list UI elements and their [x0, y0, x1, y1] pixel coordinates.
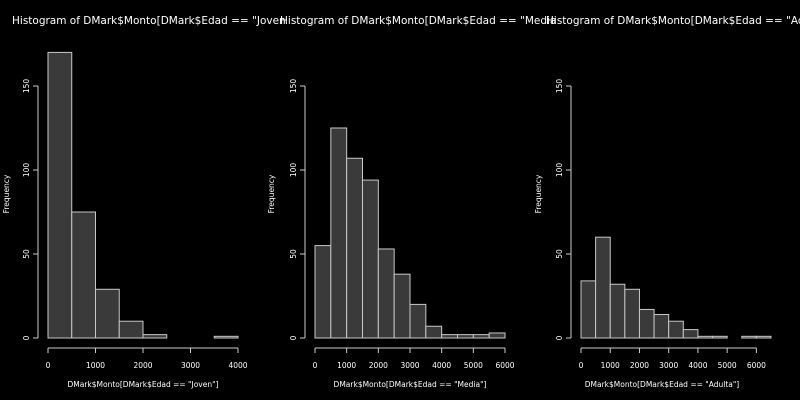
histogram-bar	[580, 280, 597, 339]
y-tick-label: 100	[555, 163, 564, 178]
histogram-bar	[741, 335, 757, 339]
histogram-bar	[441, 334, 458, 339]
x-tick-label: 3000	[181, 361, 200, 370]
histogram-bar	[393, 273, 411, 339]
y-tick-label: 150	[22, 79, 31, 94]
axes-group: 0 50 100 150 0 1000 2000 3000 4000 5000 6000	[289, 79, 515, 370]
bar-group	[580, 236, 772, 339]
histogram-bar	[488, 332, 506, 339]
histogram-bar	[609, 283, 626, 339]
x-tick-label: 5000	[464, 361, 483, 370]
y-tick-label: 50	[289, 249, 298, 259]
bar-group	[47, 51, 239, 339]
y-tick-label: 0	[555, 335, 564, 340]
x-tick-label: 6000	[747, 361, 766, 370]
y-tick-label: 150	[289, 79, 298, 94]
y-tick-label: 0	[289, 335, 298, 340]
axes-group: 0 50 100 150 0 1000 2000 3000 4000 5000 6000	[555, 79, 766, 370]
y-axis-label: Frequency	[534, 174, 543, 213]
x-tick-label: 5000	[718, 361, 737, 370]
histogram-bar	[755, 335, 772, 339]
x-tick-label: 1000	[337, 361, 356, 370]
x-tick-label: 2000	[369, 361, 388, 370]
y-axis-label: Frequency	[2, 174, 11, 213]
x-tick-label: 6000	[495, 361, 514, 370]
x-tick-label: 1000	[601, 361, 620, 370]
histogram-bar	[624, 288, 640, 339]
histogram-panel-joven: Histogram of DMark$Monto[DMark$Edad == "…	[2, 15, 286, 389]
histogram-bar	[314, 245, 332, 339]
x-axis-label: DMark$Monto[DMark$Edad == "Joven"]	[68, 380, 219, 389]
chart-title: Histogram of DMark$Monto[DMark$Edad == "…	[546, 15, 800, 27]
y-axis-label: Frequency	[267, 174, 276, 213]
x-tick-label: 4000	[228, 361, 247, 370]
x-tick-label: 4000	[432, 361, 451, 370]
x-tick-label: 3000	[659, 361, 678, 370]
x-tick-label: 0	[46, 361, 51, 370]
y-tick-label: 50	[555, 249, 564, 259]
y-tick-label: 50	[22, 249, 31, 259]
histogram-bar	[682, 329, 699, 339]
x-tick-label: 0	[579, 361, 584, 370]
x-tick-label: 3000	[400, 361, 419, 370]
histogram-bar	[595, 236, 611, 339]
histogram-bar	[330, 127, 348, 339]
histogram-bar	[638, 308, 655, 339]
histogram-bar	[425, 325, 443, 339]
y-tick-label: 100	[289, 163, 298, 178]
chart-title: Histogram of DMark$Monto[DMark$Edad == "…	[12, 15, 286, 27]
axes-group: 0 50 100 150 0 1000 2000 3000 4000	[22, 79, 248, 370]
x-tick-label: 4000	[688, 361, 707, 370]
histogram-bar	[213, 335, 239, 339]
histogram-panel-media: Histogram of DMark$Monto[DMark$Edad == "…	[267, 15, 556, 389]
x-axis-label: DMark$Monto[DMark$Edad == "Adulta"]	[585, 380, 740, 389]
histogram-bar	[668, 320, 684, 339]
histogram-panel-adulta: Histogram of DMark$Monto[DMark$Edad == "…	[534, 15, 800, 389]
bar-group	[314, 127, 506, 339]
histogram-bar	[346, 157, 363, 339]
histogram-bar	[409, 303, 427, 339]
x-tick-label: 1000	[86, 361, 105, 370]
x-axis-label: DMark$Monto[DMark$Edad == "Media"]	[334, 380, 487, 389]
histogram-bar	[712, 335, 728, 339]
histogram-bar	[697, 335, 714, 339]
x-tick-label: 2000	[630, 361, 649, 370]
x-tick-label: 2000	[133, 361, 152, 370]
histogram-bar	[47, 51, 73, 339]
histogram-bar	[472, 334, 490, 339]
histogram-bar	[653, 313, 670, 339]
x-tick-label: 0	[313, 361, 318, 370]
y-tick-label: 150	[555, 79, 564, 94]
histogram-bar	[95, 288, 120, 339]
histogram-bar	[377, 248, 395, 339]
histogram-bar	[118, 320, 144, 339]
histogram-bar	[457, 334, 474, 339]
histogram-bar	[362, 179, 379, 339]
histogram-bar	[71, 211, 96, 339]
chart-title: Histogram of DMark$Monto[DMark$Edad == "…	[280, 15, 556, 27]
y-tick-label: 0	[22, 335, 31, 340]
histogram-bar	[142, 334, 168, 339]
y-tick-label: 100	[22, 163, 31, 178]
